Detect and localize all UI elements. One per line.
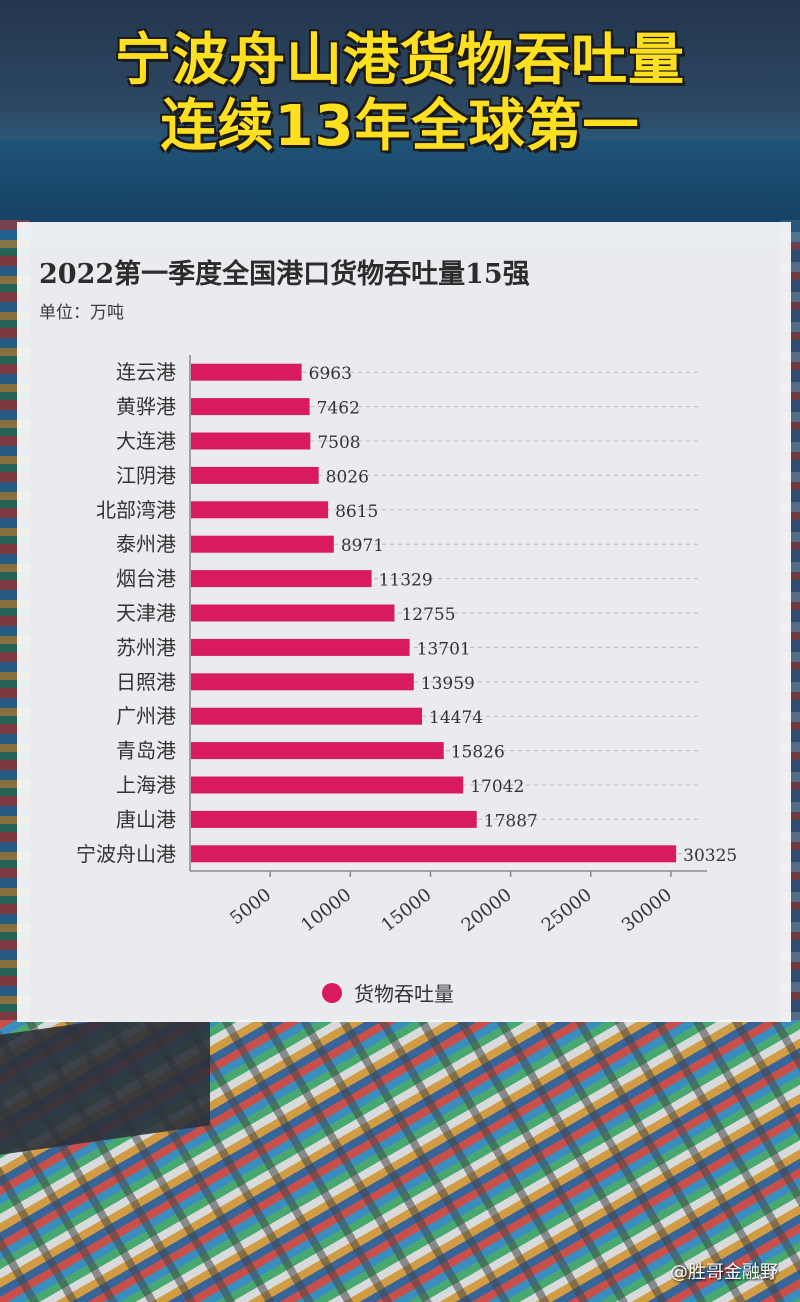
bar	[191, 604, 395, 622]
headline-line-1: 宁波舟山港货物吞吐量	[115, 28, 685, 93]
value-label: 6963	[309, 364, 352, 384]
category-label: 上海港	[116, 773, 176, 797]
bar	[191, 398, 310, 416]
x-tick-label: 25000	[538, 884, 596, 936]
headline: 宁波舟山港货物吞吐量 连续13年全球第一	[0, 28, 800, 160]
watermark: @胜哥金融野	[670, 1262, 778, 1283]
value-label: 15826	[451, 743, 505, 763]
chart-title: 2022第一季度全国港口货物吞吐量15强	[39, 259, 530, 290]
value-label: 14474	[429, 708, 483, 728]
value-label: 17887	[484, 811, 538, 831]
bar	[191, 466, 319, 484]
value-label: 8615	[335, 502, 378, 522]
bar	[191, 501, 329, 519]
bar	[191, 535, 334, 553]
bar	[191, 673, 414, 691]
category-label: 日照港	[116, 670, 176, 694]
value-label: 30325	[683, 846, 737, 866]
category-label: 北部湾港	[96, 498, 176, 522]
category-label: 烟台港	[116, 567, 176, 591]
bar	[191, 638, 410, 656]
chart-unit: 单位：万吨	[39, 303, 124, 323]
category-label: 青岛港	[116, 739, 176, 763]
chart-card: 2022第一季度全国港口货物吞吐量15强 单位：万吨 连云港 6963 黄骅港 746…	[17, 222, 791, 1022]
value-label: 13701	[417, 639, 471, 659]
category-label: 苏州港	[116, 635, 176, 659]
headline-line-2: 连续13年全球第一	[160, 94, 640, 159]
value-label: 13959	[421, 674, 475, 694]
bar	[191, 432, 311, 450]
legend-marker	[322, 982, 342, 1003]
category-label: 江阴港	[116, 463, 176, 487]
category-label: 大连港	[116, 429, 176, 453]
category-label: 唐山港	[116, 807, 176, 831]
x-tick-label: 15000	[377, 884, 435, 936]
category-label: 泰州港	[116, 532, 176, 556]
x-tick-label: 20000	[458, 884, 516, 936]
legend-label: 货物吞吐量	[354, 982, 454, 1006]
category-label: 黄骅港	[116, 395, 176, 419]
value-label: 17042	[470, 777, 524, 797]
category-label: 连云港	[116, 360, 176, 384]
bar	[191, 810, 477, 828]
x-tick-label: 30000	[618, 884, 676, 936]
value-label: 11329	[379, 571, 433, 591]
bar	[191, 363, 302, 381]
bar	[191, 845, 677, 863]
category-label: 广州港	[116, 704, 176, 728]
value-label: 7508	[317, 433, 360, 453]
bar	[191, 707, 423, 725]
bar-chart: 连云港 6963 黄骅港 7462 大连港 7508 江阴港 8026 北部湾港 8615 泰州港 8…	[76, 355, 737, 936]
category-label: 宁波舟山港	[76, 842, 176, 866]
x-tick-label: 5000	[226, 884, 275, 929]
bar	[191, 742, 444, 760]
value-label: 8026	[326, 467, 369, 487]
x-tick-label: 10000	[297, 884, 355, 936]
bar	[191, 776, 464, 794]
value-label: 12755	[401, 605, 455, 625]
chart-legend: 货物吞吐量	[322, 978, 454, 1007]
value-label: 8971	[341, 536, 384, 556]
category-label: 天津港	[116, 601, 176, 625]
bar	[191, 570, 372, 588]
value-label: 7462	[317, 399, 360, 419]
